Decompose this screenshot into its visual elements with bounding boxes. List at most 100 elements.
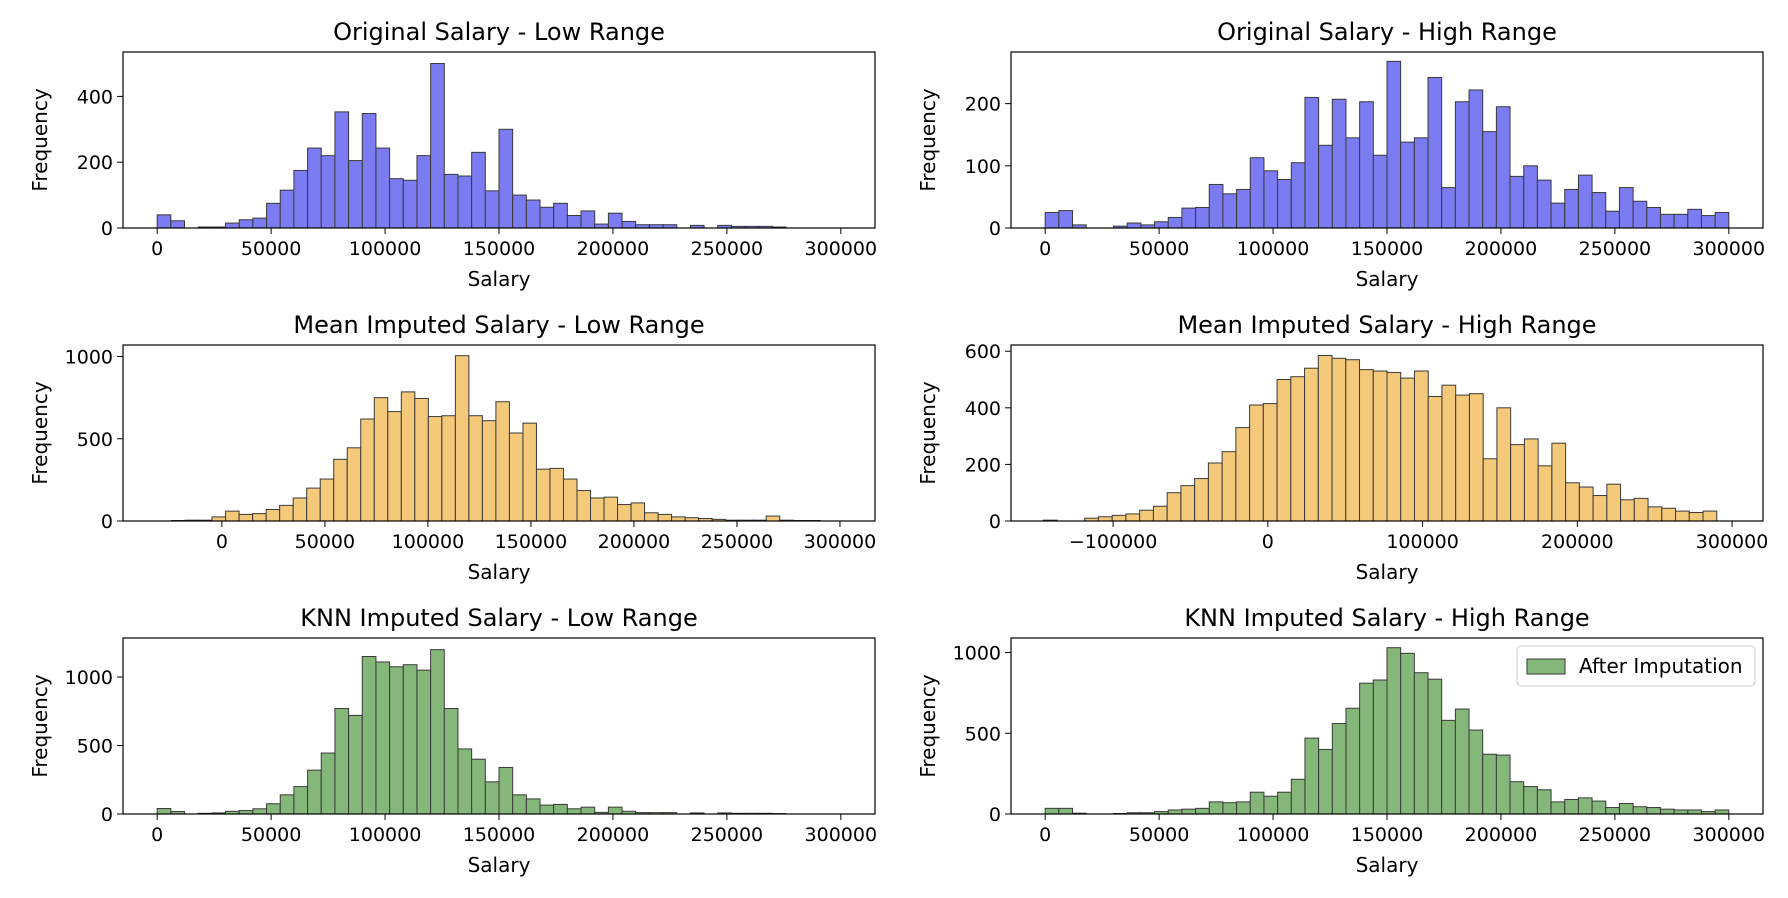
y-tick-label: 200 xyxy=(77,152,113,174)
histogram-bar xyxy=(387,411,402,522)
histogram-bar xyxy=(512,194,527,229)
histogram-bar xyxy=(238,219,254,229)
histogram-bar xyxy=(1413,672,1429,815)
histogram-bar xyxy=(1331,357,1347,522)
histogram-bar xyxy=(1180,485,1196,522)
histogram-bar xyxy=(1167,216,1183,229)
histogram-bar xyxy=(1372,679,1388,815)
histogram-bar xyxy=(471,151,486,229)
histogram-bar xyxy=(1455,394,1470,522)
x-tick-label: 150000 xyxy=(1351,238,1424,260)
subplot-6: 0 50000 100000 150000 200000 250000 300000 0 500… xyxy=(916,604,1765,877)
histogram-bar xyxy=(292,497,308,522)
histogram-bar xyxy=(1236,188,1251,229)
histogram-bar xyxy=(443,173,459,229)
histogram-bar xyxy=(334,708,350,815)
x-axis-label: Salary xyxy=(468,267,531,291)
histogram-bar xyxy=(170,220,186,229)
histogram-bar xyxy=(1702,510,1718,522)
x-axis-label: Salary xyxy=(1356,267,1419,291)
histogram-bar xyxy=(1058,210,1074,229)
histogram-bar xyxy=(402,664,418,815)
x-tick-label: 200000 xyxy=(1465,824,1538,846)
histogram-bar xyxy=(1550,202,1566,229)
y-axis-label: Frequency xyxy=(916,381,940,484)
histogram-bar xyxy=(373,397,389,522)
histogram-bar xyxy=(1372,154,1388,229)
x-axis-label: Salary xyxy=(1356,560,1419,584)
histogram-bar xyxy=(1646,206,1661,229)
histogram-bar xyxy=(156,808,172,815)
x-tick-label: 100000 xyxy=(1237,238,1310,260)
y-tick-label: 0 xyxy=(989,511,1001,533)
histogram-bar xyxy=(1194,478,1209,522)
x-tick-label: 300000 xyxy=(1693,824,1766,846)
y-tick-label: 1000 xyxy=(953,643,1001,665)
histogram-bar xyxy=(1605,807,1620,815)
subplot-title: KNN Imputed Salary - Low Range xyxy=(300,604,697,632)
histogram-bar xyxy=(1290,778,1306,815)
y-tick-label: 500 xyxy=(77,429,113,451)
histogram-bar xyxy=(1714,809,1730,815)
histogram-bar xyxy=(1154,221,1169,229)
x-tick-label: 200000 xyxy=(1541,531,1614,553)
histogram-bar xyxy=(307,147,322,229)
histogram-bar xyxy=(1359,682,1374,815)
histogram-bar xyxy=(1441,187,1456,229)
histogram-bar xyxy=(238,513,254,522)
histogram-bar xyxy=(430,649,445,815)
x-tick-label: 150000 xyxy=(1351,824,1424,846)
histogram-bar xyxy=(1400,141,1415,229)
histogram-bar xyxy=(1195,807,1210,815)
histogram-bar xyxy=(1700,215,1716,229)
x-tick-label: 200000 xyxy=(598,531,671,553)
histogram-bar xyxy=(1236,801,1251,815)
histogram-bar xyxy=(1359,369,1374,522)
histogram-bar xyxy=(1126,222,1142,229)
x-tick-label: 300000 xyxy=(1693,238,1766,260)
histogram-bar xyxy=(566,808,582,815)
histogram-bar xyxy=(348,714,363,815)
histogram-bar xyxy=(1359,101,1374,229)
y-tick-label: 1000 xyxy=(65,347,113,369)
histogram-bar xyxy=(225,510,240,522)
histogram-bar xyxy=(1536,789,1552,815)
y-axis-label: Frequency xyxy=(28,381,52,484)
histogram-bar xyxy=(1318,144,1333,229)
histogram-bar xyxy=(1468,89,1484,229)
histogram-bar xyxy=(644,512,659,522)
histogram-bar xyxy=(607,806,623,815)
histogram-bar xyxy=(334,111,350,229)
x-tick-label: 50000 xyxy=(241,238,301,260)
histogram-bar xyxy=(1345,137,1361,229)
histogram-bar xyxy=(1413,137,1429,229)
histogram-bar xyxy=(1482,458,1498,522)
histogram-bar xyxy=(566,214,582,229)
histogram-bar xyxy=(1427,395,1443,522)
histogram-bar xyxy=(535,468,551,522)
x-tick-label: 200000 xyxy=(577,824,650,846)
histogram-bar xyxy=(468,415,483,522)
histogram-bar xyxy=(319,478,335,522)
histogram-bar xyxy=(1304,367,1319,522)
histogram-bar xyxy=(279,189,295,229)
histogram-bar xyxy=(1673,213,1689,229)
x-tick-label: 100000 xyxy=(1237,824,1310,846)
histogram-bar xyxy=(484,781,500,815)
histogram-bar xyxy=(621,220,637,229)
histogram-bar xyxy=(1290,376,1306,522)
histogram-bar xyxy=(1249,791,1265,815)
histogram-bar xyxy=(1263,795,1279,815)
histogram-bar xyxy=(1222,802,1238,815)
x-tick-label: 0 xyxy=(1039,824,1051,846)
histogram-bar xyxy=(1195,206,1210,229)
histogram-bar xyxy=(443,708,459,815)
histogram-bar xyxy=(1386,647,1402,815)
y-axis-label: Frequency xyxy=(28,88,52,191)
histogram-bar xyxy=(617,504,632,522)
histogram-bar xyxy=(1495,754,1511,815)
histogram-bar xyxy=(225,222,240,229)
histogram-bar xyxy=(1509,175,1525,229)
x-tick-label: 50000 xyxy=(295,531,355,553)
x-tick-label: 0 xyxy=(1039,238,1051,260)
